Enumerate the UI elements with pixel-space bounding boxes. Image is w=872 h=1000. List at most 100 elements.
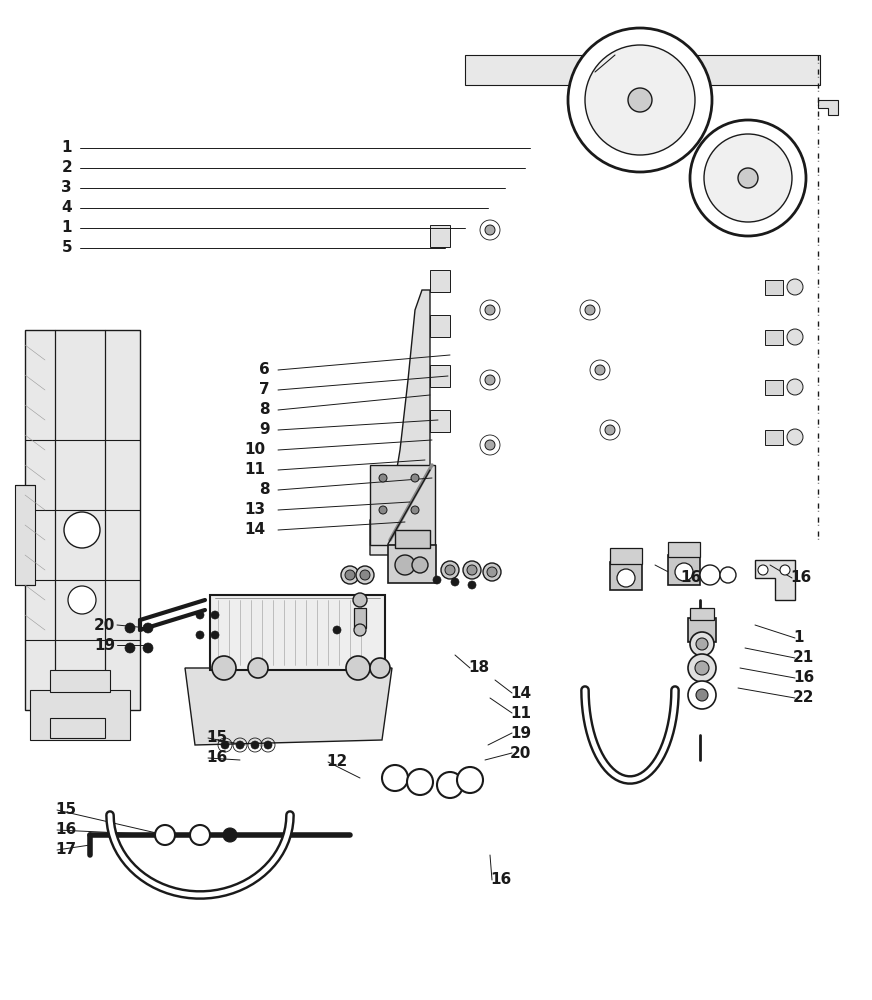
Text: 1: 1 [62, 140, 72, 155]
Circle shape [485, 440, 495, 450]
Circle shape [690, 632, 714, 656]
Bar [595, 55, 615, 90]
Bar [668, 542, 700, 557]
Circle shape [463, 561, 481, 579]
Circle shape [468, 581, 476, 589]
Text: 1: 1 [793, 631, 803, 646]
Text: 2: 2 [61, 160, 72, 176]
Text: 16: 16 [790, 570, 811, 585]
Circle shape [333, 626, 341, 634]
Circle shape [64, 512, 100, 548]
Circle shape [483, 563, 501, 581]
Circle shape [780, 565, 790, 575]
Bar [765, 380, 783, 395]
Circle shape [605, 425, 615, 435]
Text: 14: 14 [510, 686, 531, 700]
Circle shape [787, 279, 803, 295]
Circle shape [758, 565, 768, 575]
Text: 20: 20 [93, 617, 115, 633]
Circle shape [412, 557, 428, 573]
Polygon shape [755, 560, 795, 600]
Circle shape [251, 741, 259, 749]
Circle shape [356, 566, 374, 584]
Circle shape [695, 661, 709, 675]
Circle shape [445, 565, 455, 575]
Circle shape [595, 365, 605, 375]
Text: 15: 15 [206, 730, 227, 746]
Text: 8: 8 [259, 402, 270, 418]
Text: 21: 21 [793, 650, 814, 666]
Circle shape [379, 506, 387, 514]
Text: 16: 16 [793, 670, 814, 686]
Text: 11: 11 [244, 462, 265, 478]
Circle shape [433, 576, 441, 584]
Text: 19: 19 [510, 726, 531, 740]
Circle shape [451, 578, 459, 586]
Circle shape [485, 375, 495, 385]
Circle shape [696, 638, 708, 650]
Bar [430, 270, 450, 292]
Circle shape [787, 429, 803, 445]
Circle shape [341, 566, 359, 584]
Circle shape [345, 570, 355, 580]
Circle shape [690, 120, 806, 236]
Circle shape [585, 305, 595, 315]
Bar [210, 595, 385, 670]
Text: 14: 14 [244, 522, 265, 538]
Bar [50, 670, 110, 692]
Polygon shape [370, 290, 430, 555]
Circle shape [411, 474, 419, 482]
Bar [395, 530, 430, 548]
Bar [465, 55, 820, 85]
Circle shape [211, 611, 219, 619]
Text: 15: 15 [55, 802, 76, 818]
Bar [688, 618, 716, 642]
Circle shape [467, 565, 477, 575]
Circle shape [236, 741, 244, 749]
Circle shape [720, 567, 736, 583]
Circle shape [485, 225, 495, 235]
Circle shape [407, 769, 433, 795]
Circle shape [787, 379, 803, 395]
Circle shape [196, 611, 204, 619]
Text: 8: 8 [259, 483, 270, 497]
Bar [610, 562, 642, 590]
Text: 13: 13 [244, 502, 265, 518]
Bar [610, 548, 642, 564]
Polygon shape [185, 668, 392, 745]
Circle shape [628, 88, 652, 112]
Circle shape [437, 772, 463, 798]
Circle shape [696, 689, 708, 701]
Circle shape [360, 570, 370, 580]
Circle shape [248, 658, 268, 678]
Circle shape [441, 561, 459, 579]
Bar [430, 365, 450, 387]
Text: 5: 5 [61, 240, 72, 255]
Circle shape [125, 623, 135, 633]
Circle shape [211, 631, 219, 639]
Text: 7: 7 [259, 382, 270, 397]
Text: 20: 20 [510, 746, 531, 760]
Text: 6: 6 [259, 362, 270, 377]
Circle shape [675, 563, 693, 581]
Bar [354, 608, 366, 628]
Text: 1: 1 [62, 221, 72, 235]
Bar [765, 330, 783, 345]
Circle shape [370, 658, 390, 678]
Bar [430, 225, 450, 247]
Circle shape [617, 569, 635, 587]
Bar [668, 555, 700, 585]
Circle shape [738, 168, 758, 188]
Circle shape [353, 593, 367, 607]
Circle shape [787, 329, 803, 345]
Bar [370, 465, 435, 545]
Circle shape [212, 656, 236, 680]
Circle shape [379, 474, 387, 482]
Bar [430, 315, 450, 337]
Text: 10: 10 [244, 442, 265, 458]
Bar [765, 430, 783, 445]
Circle shape [223, 828, 237, 842]
Polygon shape [818, 100, 838, 115]
Bar [30, 690, 130, 740]
Circle shape [190, 825, 210, 845]
